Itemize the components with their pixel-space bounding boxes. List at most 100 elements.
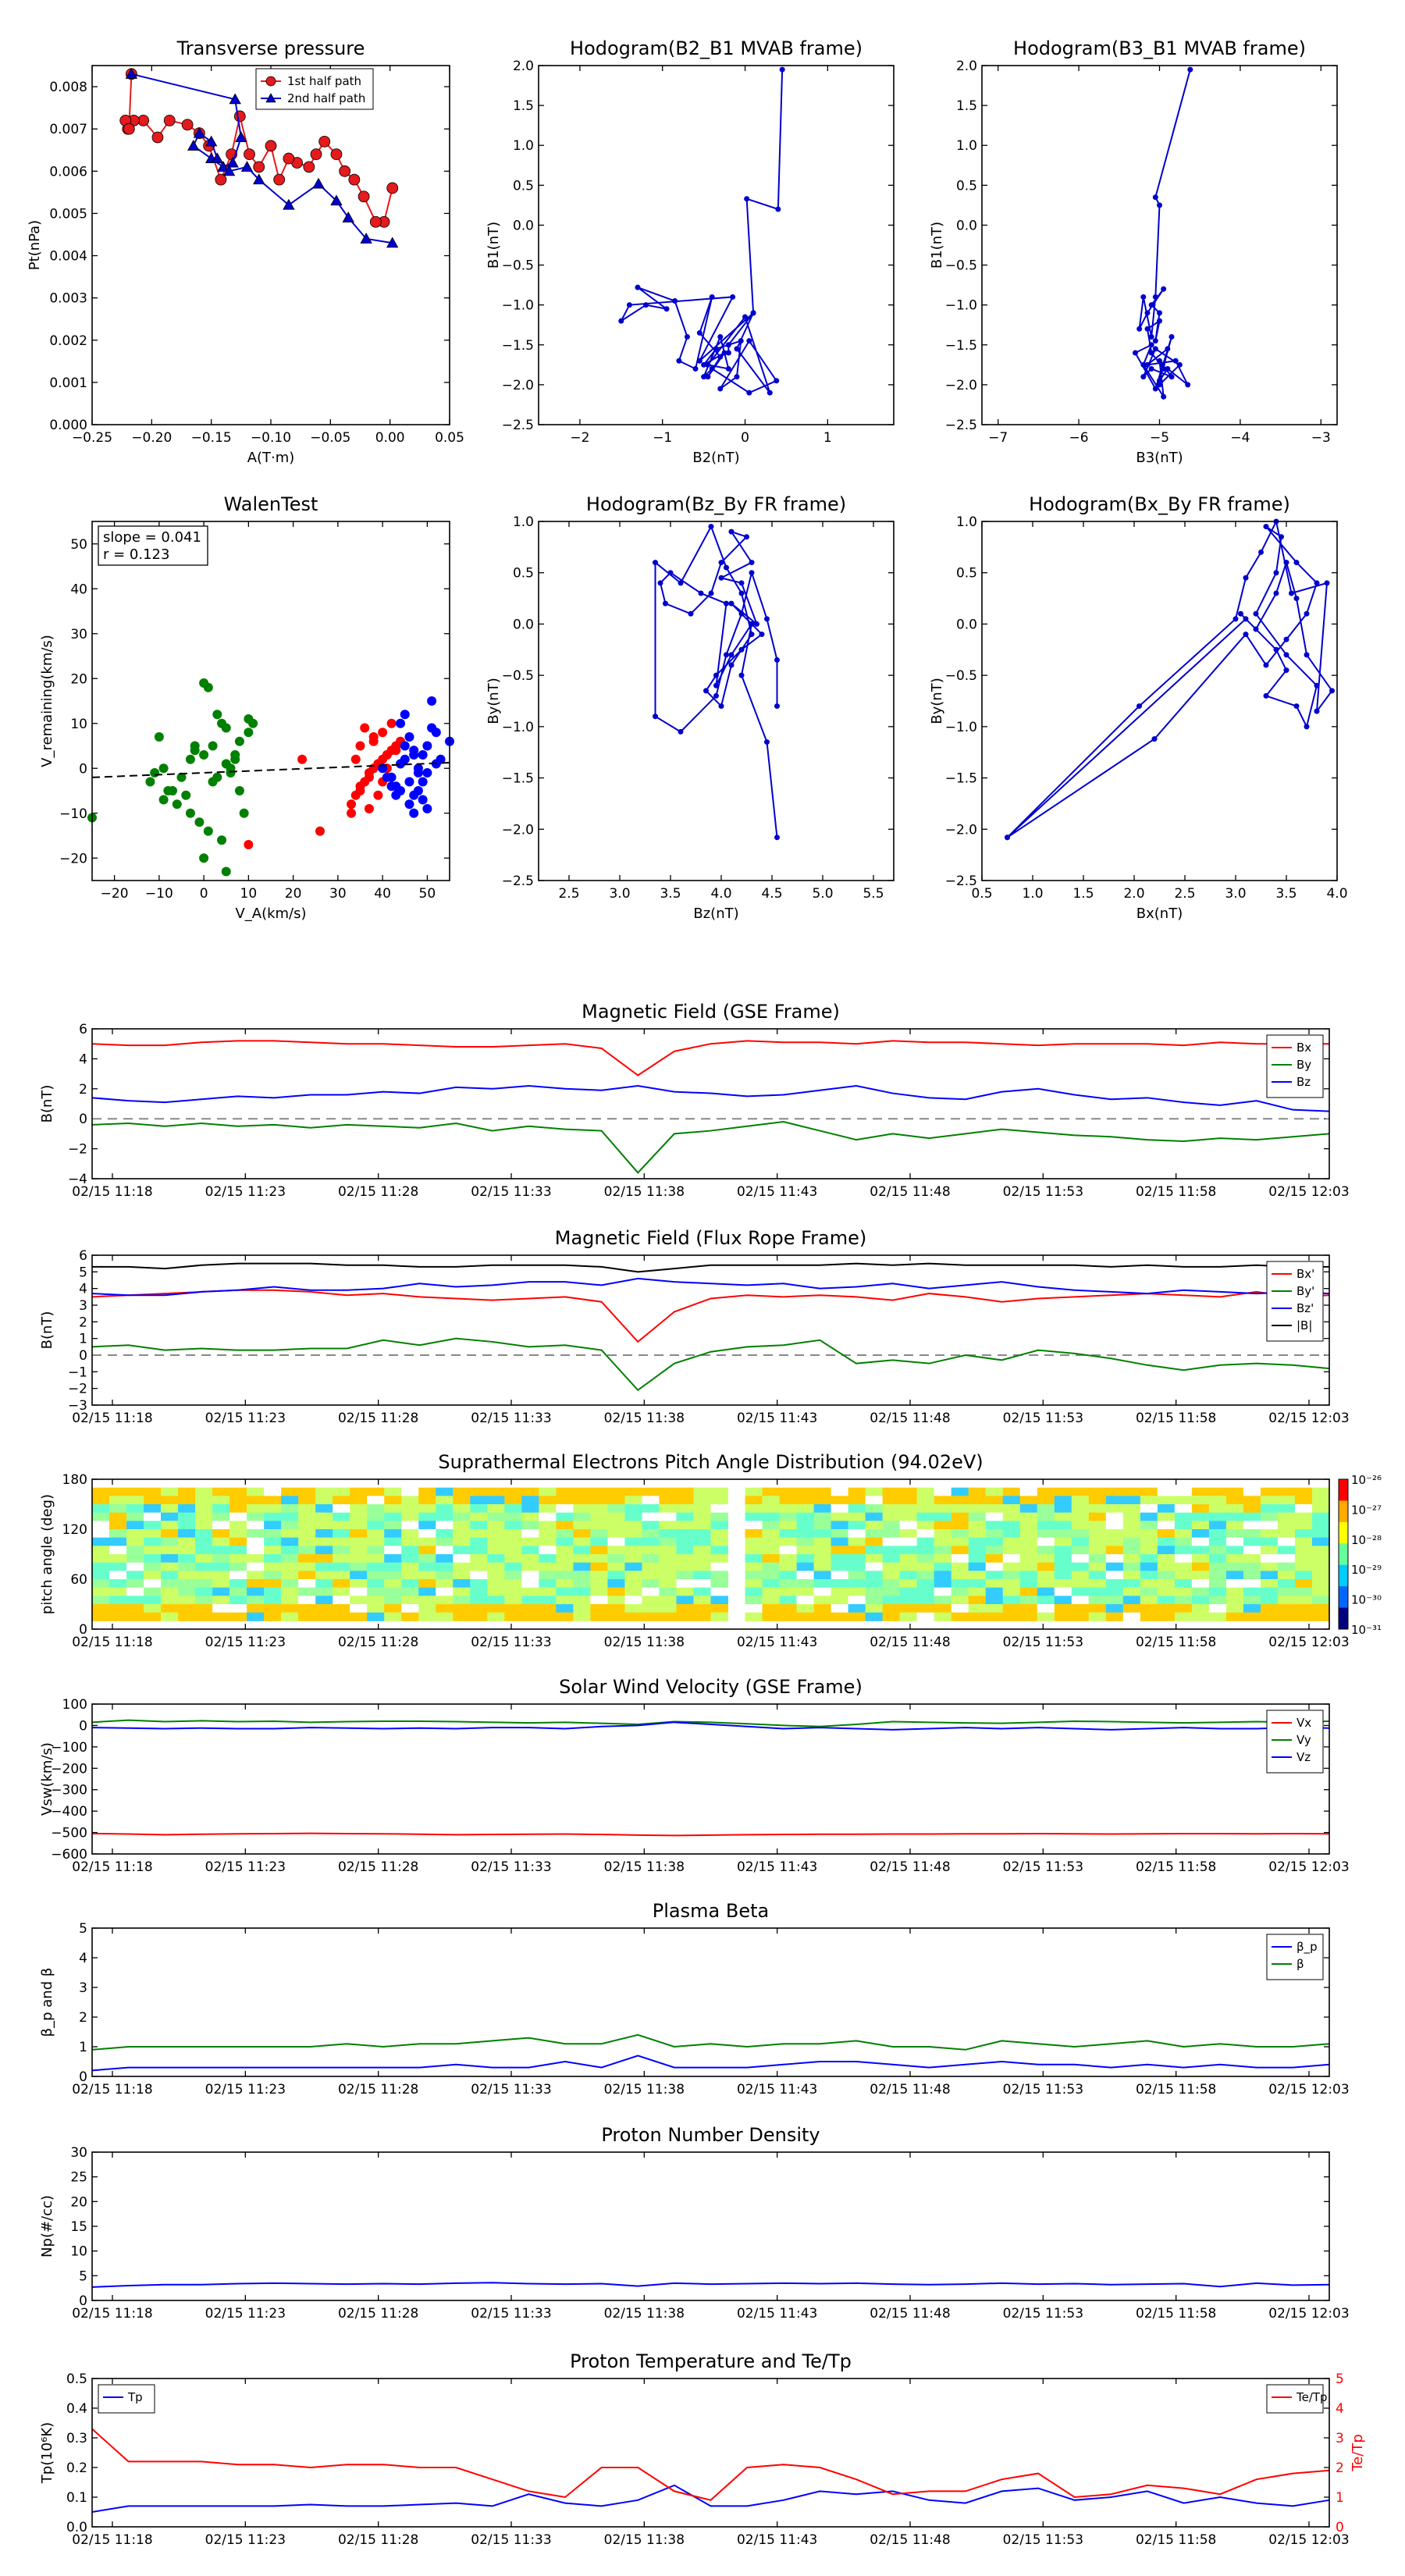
heatmap-cell xyxy=(1294,1571,1313,1580)
y-tick-label: −2.5 xyxy=(502,873,534,889)
heatmap-cell xyxy=(487,1537,505,1546)
heatmap-cell xyxy=(1260,1604,1279,1614)
heatmap-cell xyxy=(1208,1537,1227,1546)
heatmap-cell xyxy=(367,1596,385,1605)
heatmap-cell xyxy=(350,1579,368,1589)
heatmap-cell xyxy=(109,1537,127,1546)
heatmap-cell xyxy=(1191,1596,1210,1605)
heatmap-cell xyxy=(281,1554,299,1564)
heatmap-cell xyxy=(401,1504,419,1514)
heatmap-cell xyxy=(796,1504,815,1514)
y-tick-label: 3 xyxy=(79,1980,87,1996)
heatmap-cell xyxy=(315,1496,333,1505)
heatmap-cell xyxy=(1157,1562,1176,1571)
x-tick-label: 2.5 xyxy=(558,886,579,902)
heatmap-cell xyxy=(1002,1612,1021,1621)
data-point xyxy=(1304,610,1310,617)
y-tick-label: 0.006 xyxy=(49,164,87,180)
heatmap-cell xyxy=(1037,1546,1055,1555)
heatmap-cell xyxy=(281,1612,299,1621)
data-point xyxy=(705,374,711,380)
x-tick-label: 02/15 11:53 xyxy=(1003,1859,1083,1875)
heatmap-cell xyxy=(504,1512,522,1521)
y-tick-label: −2.5 xyxy=(945,418,977,433)
data-point xyxy=(151,131,164,144)
heatmap-cell xyxy=(951,1521,969,1530)
heatmap-cell xyxy=(470,1546,488,1555)
heatmap-cell xyxy=(298,1504,316,1514)
heatmap-cell xyxy=(882,1537,901,1546)
heatmap-cell xyxy=(1002,1571,1021,1580)
data-point xyxy=(229,93,241,105)
heatmap-cell xyxy=(573,1496,591,1505)
data-point xyxy=(400,754,410,764)
heatmap-cell xyxy=(281,1496,299,1505)
heatmap-cell xyxy=(831,1604,849,1614)
x-tick-label: 2.0 xyxy=(1123,886,1144,902)
heatmap-cell xyxy=(367,1537,385,1546)
data-point xyxy=(400,741,410,751)
y-tick-label: −2.5 xyxy=(945,873,977,889)
data-point xyxy=(1289,590,1294,596)
heatmap-cell xyxy=(865,1571,884,1580)
heatmap-cell xyxy=(1208,1587,1227,1596)
heatmap-cell xyxy=(676,1571,694,1580)
heatmap-cell xyxy=(1054,1587,1072,1596)
heatmap-cell xyxy=(951,1529,969,1539)
legend-label: Vx xyxy=(1297,1716,1311,1730)
heatmap-cell xyxy=(418,1579,436,1589)
heatmap-cell xyxy=(796,1571,815,1580)
heatmap-cell xyxy=(1243,1487,1261,1496)
heatmap-cell xyxy=(195,1521,213,1530)
heatmap-cell xyxy=(436,1612,454,1621)
series-line xyxy=(91,1289,1330,1343)
heatmap-cell xyxy=(178,1504,196,1514)
heatmap-cell xyxy=(1260,1612,1279,1621)
heatmap-cell xyxy=(710,1487,729,1496)
y-tick-label: 0 xyxy=(79,1622,87,1638)
heatmap-cell xyxy=(178,1571,196,1580)
heatmap-cell xyxy=(1157,1512,1176,1521)
heatmap-cell xyxy=(607,1612,625,1621)
heatmap-cell xyxy=(1002,1537,1021,1546)
heatmap-cell xyxy=(418,1504,436,1514)
heatmap-cell xyxy=(401,1596,419,1605)
y-tick-label: 100 xyxy=(62,1697,87,1713)
data-point xyxy=(713,682,719,688)
y-tick-label: 2.0 xyxy=(956,59,977,74)
heatmap-cell xyxy=(1277,1571,1296,1580)
heatmap-cell xyxy=(315,1512,333,1521)
heatmap-cell xyxy=(676,1546,694,1555)
heatmap-cell xyxy=(470,1529,488,1539)
heatmap-cell xyxy=(1294,1546,1313,1555)
heatmap-cell xyxy=(985,1512,1004,1521)
heatmap-cell xyxy=(813,1571,832,1580)
heatmap-cell xyxy=(916,1529,935,1539)
y-axis-label: By(nT) xyxy=(929,678,945,724)
x-tick-label: 02/15 11:28 xyxy=(338,1411,418,1426)
heatmap-cell xyxy=(436,1554,454,1564)
heatmap-cell xyxy=(109,1487,127,1496)
heatmap-cell xyxy=(693,1579,711,1589)
heatmap-cell xyxy=(642,1562,660,1571)
heatmap-cell xyxy=(1208,1596,1227,1605)
heatmap-cell xyxy=(453,1579,471,1589)
heatmap-cell xyxy=(985,1562,1004,1571)
heatmap-cell xyxy=(487,1571,505,1580)
heatmap-cell xyxy=(1277,1504,1296,1514)
data-point xyxy=(1144,326,1151,332)
heatmap-cell xyxy=(865,1521,884,1530)
x-tick-label: 02/15 11:43 xyxy=(737,1859,817,1875)
heatmap-cell xyxy=(384,1587,402,1596)
heatmap-cell xyxy=(1140,1612,1158,1621)
heatmap-cell xyxy=(865,1529,884,1539)
heatmap-cell xyxy=(264,1546,282,1555)
x-tick-label: 20 xyxy=(285,886,302,902)
heatmap-cell xyxy=(470,1562,488,1571)
heatmap-cell xyxy=(384,1496,402,1505)
pitch-angle-chart: Suprathermal Electrons Pitch Angle Distr… xyxy=(39,1451,1382,1650)
heatmap-cell xyxy=(109,1596,127,1605)
heatmap-cell xyxy=(899,1596,918,1605)
data-point xyxy=(774,834,780,841)
x-tick-label: 3.5 xyxy=(1275,886,1297,902)
